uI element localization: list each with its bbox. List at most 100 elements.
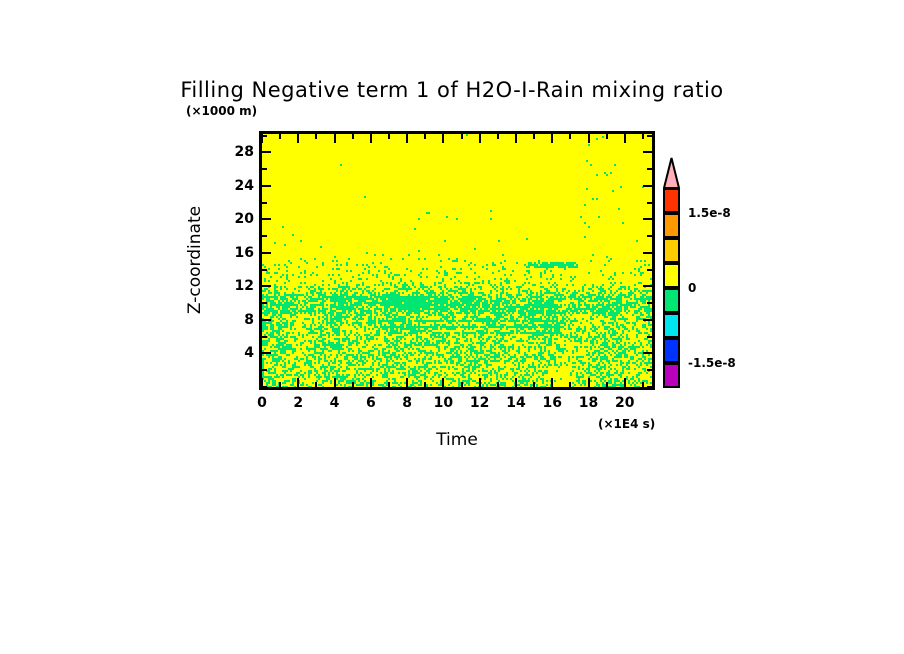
y-tick-label: 28 xyxy=(234,144,254,161)
x-tick-major xyxy=(334,378,336,387)
y-tick-label: 16 xyxy=(234,244,254,261)
x-tick-minor xyxy=(497,382,499,387)
colorbar-segment xyxy=(663,288,680,313)
x-tick-label: 10 xyxy=(433,395,454,411)
x-tick-label: 8 xyxy=(402,395,412,411)
y-tick-minor xyxy=(262,168,267,170)
y-tick-minor xyxy=(262,386,267,388)
x-tick-major xyxy=(442,378,444,387)
x-tick-label: 20 xyxy=(615,395,635,411)
y-tick-right xyxy=(643,285,652,287)
x-tick-top xyxy=(388,134,390,139)
x-tick-top xyxy=(442,134,444,143)
x-tick-minor xyxy=(606,382,608,387)
colorbar-arrow-shape xyxy=(663,157,680,189)
colorbar-segment xyxy=(663,188,680,213)
y-tick-right xyxy=(643,218,652,220)
y-tick-right xyxy=(647,336,652,338)
y-tick-right xyxy=(643,319,652,321)
y-tick-major xyxy=(262,285,271,287)
x-axis-title: Time xyxy=(436,430,478,450)
x-tick-minor xyxy=(352,382,354,387)
x-tick-major xyxy=(406,378,408,387)
x-tick-minor xyxy=(642,382,644,387)
x-tick-major xyxy=(297,378,299,387)
x-tick-minor xyxy=(388,382,390,387)
x-tick-top xyxy=(406,134,408,143)
x-tick-top xyxy=(588,134,590,143)
x-tick-top xyxy=(424,134,426,139)
x-tick-label: 6 xyxy=(365,395,376,411)
y-axis-title: Z-coordinate xyxy=(185,205,205,315)
colorbar-segment xyxy=(663,213,680,238)
x-tick-top xyxy=(551,134,553,143)
x-tick-label: 12 xyxy=(469,395,490,411)
x-tick-top xyxy=(279,134,281,139)
x-tick-top xyxy=(479,134,481,143)
y-tick-right xyxy=(647,135,652,137)
x-tick-major xyxy=(261,378,263,387)
y-tick-major xyxy=(262,252,271,254)
x-tick-minor xyxy=(533,382,535,387)
y-tick-right xyxy=(643,151,652,153)
y-tick-label: 20 xyxy=(234,211,254,228)
heatmap-field xyxy=(262,134,652,387)
y-tick-right xyxy=(643,252,652,254)
x-tick-top xyxy=(315,134,317,139)
y-tick-right xyxy=(643,185,652,187)
x-tick-major xyxy=(551,378,553,387)
colorbar-tick-label: 1.5e-8 xyxy=(688,206,731,220)
y-tick-minor xyxy=(262,336,267,338)
x-tick-top xyxy=(334,134,336,143)
x-tick-minor xyxy=(461,382,463,387)
y-tick-minor xyxy=(262,135,267,137)
x-tick-top xyxy=(515,134,517,143)
x-axis-unit-label: (×1E4 s) xyxy=(598,417,656,431)
y-tick-label: 8 xyxy=(244,311,254,328)
colorbar-segment xyxy=(663,238,680,263)
colorbar-segment xyxy=(663,338,680,363)
y-tick-minor xyxy=(262,302,267,304)
y-tick-label: 4 xyxy=(244,345,254,362)
colorbar xyxy=(663,188,680,388)
x-tick-minor xyxy=(424,382,426,387)
colorbar-tick-label: 0 xyxy=(688,281,697,295)
y-axis-unit-label: (×1000 m) xyxy=(186,104,258,118)
y-tick-major xyxy=(262,352,271,354)
y-tick-right xyxy=(647,269,652,271)
y-tick-right xyxy=(647,302,652,304)
x-tick-top xyxy=(569,134,571,139)
x-tick-label: 2 xyxy=(293,395,304,411)
y-tick-major xyxy=(262,185,271,187)
y-tick-major xyxy=(262,151,271,153)
y-tick-minor xyxy=(262,369,267,371)
x-tick-major xyxy=(515,378,517,387)
x-tick-label: 14 xyxy=(506,395,526,411)
y-tick-right xyxy=(647,235,652,237)
colorbar-overflow-arrow xyxy=(663,157,680,189)
x-tick-top xyxy=(297,134,299,143)
colorbar-segment xyxy=(663,363,680,388)
x-tick-top xyxy=(352,134,354,139)
y-tick-major xyxy=(262,319,271,321)
chart-title: Filling Negative term 1 of H2O-I-Rain mi… xyxy=(180,78,724,102)
x-tick-top xyxy=(261,134,263,143)
y-tick-label: 24 xyxy=(234,177,254,194)
x-tick-major xyxy=(624,378,626,387)
colorbar-segment xyxy=(663,313,680,338)
y-tick-right xyxy=(647,168,652,170)
y-tick-minor xyxy=(262,269,267,271)
y-tick-right xyxy=(643,352,652,354)
x-tick-major xyxy=(479,378,481,387)
y-tick-right xyxy=(647,369,652,371)
y-tick-right xyxy=(647,202,652,204)
y-tick-minor xyxy=(262,202,267,204)
x-tick-major xyxy=(588,378,590,387)
colorbar-tick-label: -1.5e-8 xyxy=(688,356,736,370)
x-tick-top xyxy=(370,134,372,143)
x-tick-top xyxy=(642,134,644,139)
x-tick-top xyxy=(497,134,499,139)
x-tick-label: 4 xyxy=(329,395,340,411)
x-tick-minor xyxy=(279,382,281,387)
